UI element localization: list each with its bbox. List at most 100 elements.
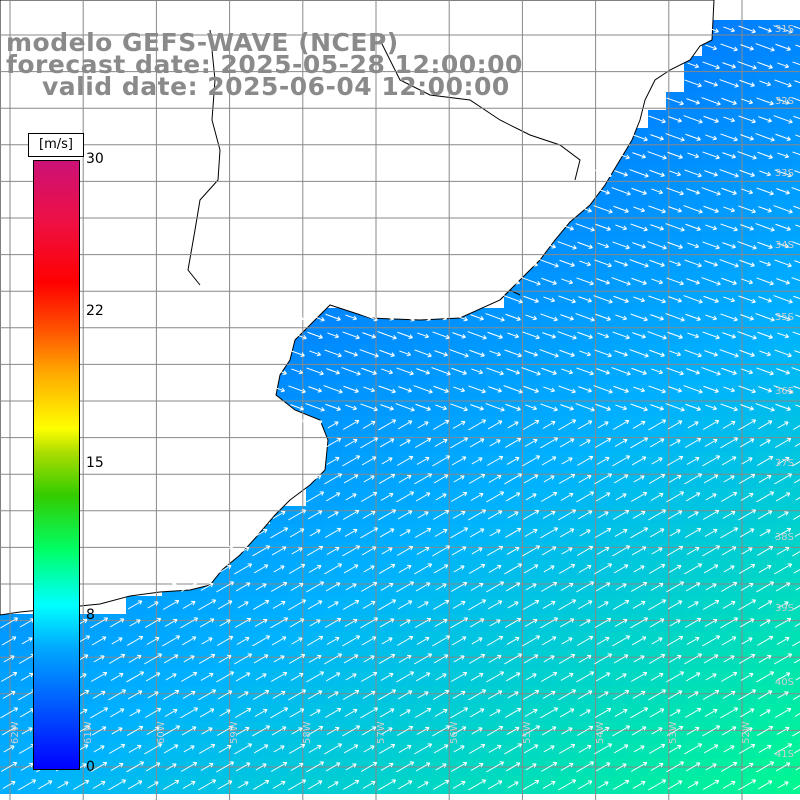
wind-arrow-icon <box>342 689 360 700</box>
wind-arrow-icon <box>523 744 539 754</box>
wind-arrow-icon <box>559 349 575 357</box>
wind-arrow-icon <box>739 528 755 538</box>
wind-arrow-icon <box>594 707 612 718</box>
wind-arrows <box>0 25 800 791</box>
wind-arrow-icon <box>524 438 538 447</box>
wind-arrow-icon <box>21 727 33 735</box>
wind-arrow-icon <box>594 617 612 628</box>
wind-arrow-icon <box>470 492 484 501</box>
lat-label: 36S <box>774 386 794 397</box>
wind-arrow-icon <box>741 457 753 465</box>
wind-arrow-icon <box>755 133 775 142</box>
wind-arrow-icon <box>379 438 395 448</box>
wind-arrow-icon <box>129 709 141 717</box>
wind-arrow-icon <box>272 420 286 429</box>
wind-arrow-icon <box>613 474 629 484</box>
wind-arrow-icon <box>435 314 448 321</box>
wind-arrow-icon <box>649 618 665 628</box>
wind-arrow-icon <box>453 655 465 663</box>
wind-arrow-icon <box>488 744 502 753</box>
wind-arrow-icon <box>378 689 397 701</box>
wind-arrow-icon <box>755 43 775 52</box>
wind-arrow-icon <box>471 727 483 735</box>
wind-arrow-icon <box>776 188 790 195</box>
wind-arrow-icon <box>288 653 306 664</box>
wind-arrow-icon <box>468 385 486 394</box>
wind-arrow-icon <box>396 635 414 646</box>
wind-arrow-icon <box>737 151 757 160</box>
wind-arrow-icon <box>740 44 754 51</box>
wind-arrow-icon <box>271 546 287 556</box>
wind-arrow-icon <box>650 404 664 411</box>
wind-arrow-icon <box>414 563 433 575</box>
wind-arrow-icon <box>579 439 591 447</box>
wind-arrow-icon <box>629 259 649 268</box>
wind-arrow-icon <box>702 509 720 520</box>
wind-arrow-icon <box>613 744 629 754</box>
wind-arrow-icon <box>539 349 559 358</box>
wind-arrow-icon <box>614 708 628 717</box>
wind-arrow-icon <box>722 152 736 159</box>
wind-arrow-icon <box>704 80 718 87</box>
wind-arrow-icon <box>487 690 503 700</box>
wind-arrow-icon <box>613 564 629 574</box>
wind-arrow-icon <box>432 689 450 700</box>
wind-arrow-icon <box>362 420 376 429</box>
wind-arrow-icon <box>629 349 649 358</box>
wind-arrow-icon <box>597 332 610 339</box>
wind-arrow-icon <box>397 600 413 610</box>
wind-arrow-icon <box>795 314 800 318</box>
wind-arrow-icon <box>92 690 106 699</box>
wind-arrow-icon <box>504 437 522 448</box>
wind-arrow-icon <box>522 331 540 340</box>
wind-arrow-icon <box>253 744 269 754</box>
wind-arrow-icon <box>522 779 540 790</box>
lon-label: 62W <box>10 721 21 744</box>
wind-arrow-icon <box>162 689 180 700</box>
wind-arrow-icon <box>165 583 177 591</box>
wind-arrow-icon <box>687 781 699 789</box>
wind-arrow-icon <box>452 420 466 429</box>
wind-arrow-icon <box>703 474 719 484</box>
wind-arrow-icon <box>273 745 285 753</box>
wind-arrow-icon <box>488 474 502 483</box>
wind-arrow-icon <box>543 296 556 303</box>
wind-arrow-icon <box>665 133 685 142</box>
wind-arrow-icon <box>791 367 800 372</box>
wind-arrow-icon <box>524 618 538 627</box>
wind-arrow-icon <box>360 313 378 322</box>
legend-tick-22: 22 <box>86 303 104 319</box>
wind-arrow-icon <box>757 510 773 520</box>
wind-speed-cell <box>792 776 800 794</box>
wind-arrow-icon <box>649 528 665 538</box>
wind-arrow-icon <box>559 708 575 718</box>
wind-arrow-icon <box>615 224 628 231</box>
wind-arrow-icon <box>576 277 594 286</box>
wind-arrow-icon <box>291 368 304 375</box>
lon-label: 61W <box>83 721 94 744</box>
wind-arrow-icon <box>162 779 180 790</box>
wind-arrow-icon <box>704 618 718 627</box>
wind-arrow-icon <box>308 564 322 573</box>
wind-arrow-icon <box>345 314 358 321</box>
wind-arrow-icon <box>720 313 738 322</box>
wind-arrow-icon <box>738 599 757 611</box>
wind-arrow-icon <box>651 727 663 735</box>
wind-arrow-icon <box>631 546 647 556</box>
wind-arrow-icon <box>613 385 629 393</box>
wind-arrow-icon <box>611 367 631 376</box>
wind-arrow-icon <box>216 671 235 683</box>
wind-arrow-icon <box>467 331 487 340</box>
wind-arrow-icon <box>488 564 502 573</box>
wind-arrow-icon <box>702 635 721 647</box>
wind-arrow-icon <box>397 780 413 790</box>
wind-arrow-icon <box>578 386 592 393</box>
wind-arrow-icon <box>380 672 394 681</box>
wind-arrow-icon <box>507 511 519 519</box>
wind-arrow-icon <box>379 708 395 718</box>
wind-arrow-icon <box>541 367 557 375</box>
wind-arrow-icon <box>684 653 703 665</box>
wind-arrow-icon <box>632 152 646 159</box>
wind-arrow-icon <box>432 725 451 737</box>
wind-arrow-icon <box>254 528 268 537</box>
